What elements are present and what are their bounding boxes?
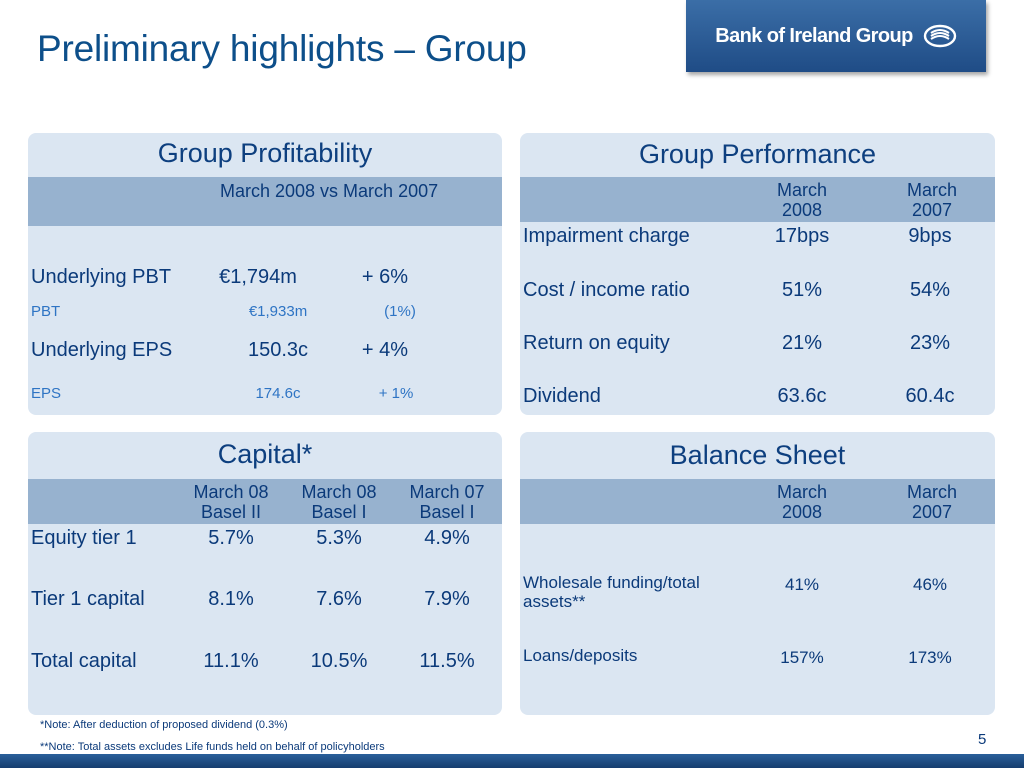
row-value: €1,794m [219,266,297,288]
header-band [28,479,502,524]
row-change: + 1% [378,385,414,402]
row-value: 41% [784,575,820,594]
footnote-balance-sheet: **Note: Total assets excludes Life funds… [40,741,385,753]
row-value: 63.6c [777,385,827,407]
footnote-capital: *Note: After deduction of proposed divid… [40,719,288,731]
panel-title: Balance Sheet [669,440,846,470]
column-header: March 08 Basel II [193,482,269,522]
row-value: 8.1% [208,588,254,610]
row-label: Cost / income ratio [523,279,690,301]
row-value: 11.5% [419,650,475,672]
row-value: €1,933m [248,303,308,320]
row-label: Underlying EPS [31,339,173,361]
row-label: Return on equity [523,332,670,354]
row-label: Wholesale funding/total assets** [523,573,700,611]
capital-panel: Capital* March 08 Basel II March 08 Base… [28,432,502,715]
column-header: March 2007 [906,482,957,522]
row-value: 11.1% [203,650,259,672]
row-value: 5.7% [208,527,254,549]
row-value: 150.3c [247,339,309,361]
row-label: PBT [31,303,61,320]
column-header: March 2008 [776,482,827,522]
row-value: 4.9% [424,527,470,549]
header-band [520,177,995,222]
row-value: 23% [909,332,951,354]
row-value: 10.5% [310,650,368,672]
row-label: EPS [31,385,62,402]
column-header: March 2007 [906,180,957,220]
row-value: 174.6c [255,385,301,402]
bank-of-ireland-logo-icon [923,24,956,48]
row-change: + 6% [361,266,409,288]
row-value: 9bps [908,225,952,247]
row-value: 21% [781,332,823,354]
row-label: Total capital [31,650,137,672]
row-value: 5.3% [316,527,362,549]
column-header: March 07 Basel I [409,482,485,522]
row-value: 173% [908,648,952,667]
row-value: 7.9% [424,588,470,610]
row-value: 46% [912,575,948,594]
row-change: (1%) [384,303,416,320]
row-value: 17bps [774,225,830,247]
balance-sheet-panel: Balance Sheet March 2008 March 2007 Whol… [520,432,995,715]
row-label: Loans/deposits [523,646,638,665]
row-value: 7.6% [316,588,362,610]
column-header: March 2008 [776,180,827,220]
header-band [28,177,502,226]
row-value: 51% [781,279,823,301]
panel-title: Capital* [217,439,313,469]
page-number: 5 [978,731,987,748]
row-label: Dividend [523,385,601,407]
row-value: 60.4c [905,385,955,407]
row-label: Tier 1 capital [31,588,145,610]
column-header: March 08 Basel I [301,482,377,522]
logo-text: Bank of Ireland Group [715,24,913,47]
page-title: Preliminary highlights – Group [37,28,527,69]
bottom-bar [0,754,1024,768]
header-band [520,479,995,524]
panel-title: Group Profitability [157,138,373,168]
row-label: Impairment charge [523,225,690,247]
row-change: + 4% [361,339,409,361]
logo: Bank of Ireland Group [686,0,986,72]
row-value: 54% [909,279,951,301]
row-label: Equity tier 1 [31,527,137,549]
comparison-header: March 2008 vs March 2007 [220,181,439,201]
row-value: 157% [780,648,824,667]
panel-title: Group Performance [638,139,877,169]
group-performance-panel: Group Performance March 2008 March 2007 … [520,133,995,415]
row-label: Underlying PBT [31,266,172,288]
group-profitability-panel: Group Profitability March 2008 vs March … [28,133,502,415]
